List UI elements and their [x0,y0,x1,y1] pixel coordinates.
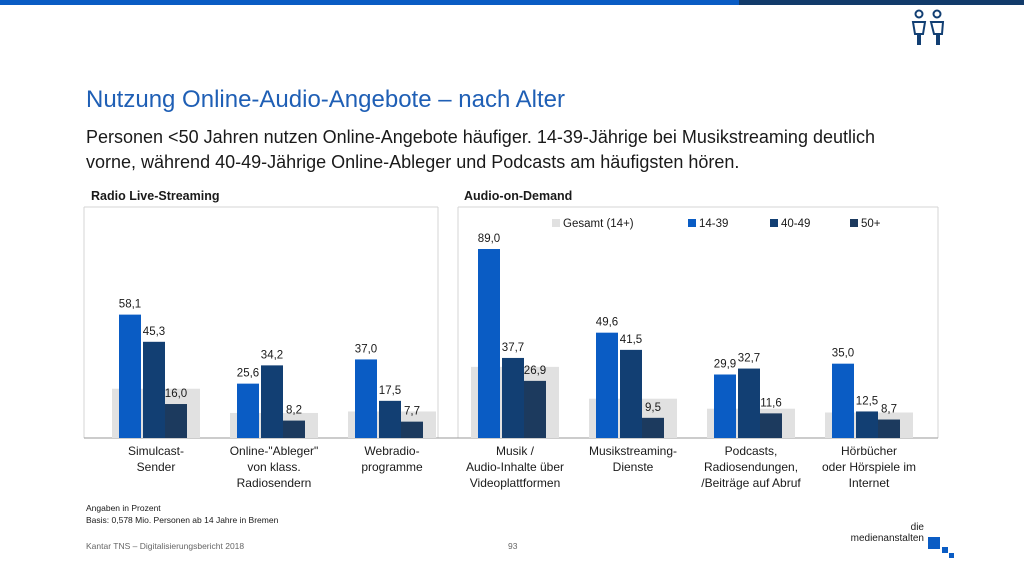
bar-50+ [283,420,305,438]
legend-swatch [688,219,696,227]
legend-swatch [850,219,858,227]
bar-14-39 [119,314,141,438]
category-label: Sender [137,460,176,474]
logo-mark [928,537,954,558]
data-label: 35,0 [832,348,854,360]
bar-50+ [401,421,423,438]
note-base: Basis: 0,578 Mio. Personen ab 14 Jahre i… [86,515,279,525]
bar-40-49 [502,357,524,438]
category-label: Radiosendungen, [704,460,798,474]
category-label: Videoplattformen [470,476,561,490]
legend-swatch [770,219,778,227]
data-label: 37,0 [355,343,377,355]
category-label: Webradio- [364,444,419,458]
data-label: 17,5 [379,385,401,397]
people-icon [911,9,945,45]
data-label: 37,7 [502,342,524,354]
data-label: 29,9 [714,359,736,371]
category-label: Internet [849,476,890,490]
data-label: 26,9 [524,365,546,377]
data-label: 9,5 [645,402,661,414]
data-label: 8,7 [881,404,897,416]
category-label: oder Hörspiele im [822,460,916,474]
top-accent-bar-dark [739,0,1024,5]
category-label: Musik / [496,444,535,458]
data-label: 11,6 [760,397,782,409]
bar-14-39 [478,249,500,438]
category-label: Online-"Ableger" [230,444,319,458]
bar-40-49 [379,400,401,438]
legend-swatch [552,219,560,227]
bar-40-49 [143,341,165,438]
data-label: 58,1 [119,299,141,311]
bar-40-49 [261,365,283,438]
logo-line-2: medienanstalten [850,533,924,544]
logo-text: die medienanstalten [840,522,924,544]
bar-40-49 [856,411,878,438]
data-label: 16,0 [165,388,187,400]
data-label: 41,5 [620,334,642,346]
bar-14-39 [596,332,618,438]
bar-50+ [642,417,664,438]
category-label: Audio-Inhalte über [466,460,564,474]
legend-label: 40-49 [781,218,810,230]
data-label: 32,7 [738,353,760,365]
bar-40-49 [620,349,642,438]
bar-14-39 [714,374,736,438]
category-label: Musikstreaming- [589,444,677,458]
legend-label: 14-39 [699,218,728,230]
data-label: 89,0 [478,233,500,245]
bar-14-39 [355,359,377,438]
data-label: 34,2 [261,349,283,361]
panel-label-radio-live-streaming: Radio Live-Streaming [91,189,220,203]
note-unit: Angaben in Prozent [86,503,161,513]
bar-50+ [760,413,782,438]
category-label: Radiosendern [237,476,312,490]
bar-14-39 [832,363,854,438]
bar-50+ [165,404,187,438]
category-label: Dienste [613,460,654,474]
bar-50+ [878,419,900,438]
page-subtitle: Personen <50 Jahren nutzen Online-Angebo… [86,127,875,172]
data-label: 49,6 [596,317,618,329]
category-label: /Beiträge auf Abruf [701,476,801,490]
page-number: 93 [508,541,518,551]
category-label: Simulcast- [128,444,184,458]
legend-label: Gesamt (14+) [563,218,634,230]
logo-line-1: die [910,522,924,533]
legend-label: 50+ [861,218,881,230]
bar-50+ [524,380,546,438]
page-title: Nutzung Online-Audio-Angebote – nach Alt… [86,86,565,113]
panel-label-audio-on-demand: Audio-on-Demand [464,189,573,203]
category-label: programme [361,460,423,474]
top-accent-bar [0,0,1024,5]
category-label: von klass. [247,460,300,474]
data-label: 12,5 [856,395,878,407]
bar-14-39 [237,383,259,438]
data-label: 7,7 [404,406,420,418]
footer-source: Kantar TNS – Digitalisierungsbericht 201… [86,541,245,551]
category-label: Hörbücher [841,444,897,458]
data-label: 25,6 [237,368,259,380]
bar-40-49 [738,368,760,438]
data-label: 45,3 [143,326,165,338]
data-label: 8,2 [286,405,302,417]
chart-notes: Angaben in Prozent Basis: 0,578 Mio. Per… [86,502,278,526]
category-label: Podcasts, [725,444,778,458]
